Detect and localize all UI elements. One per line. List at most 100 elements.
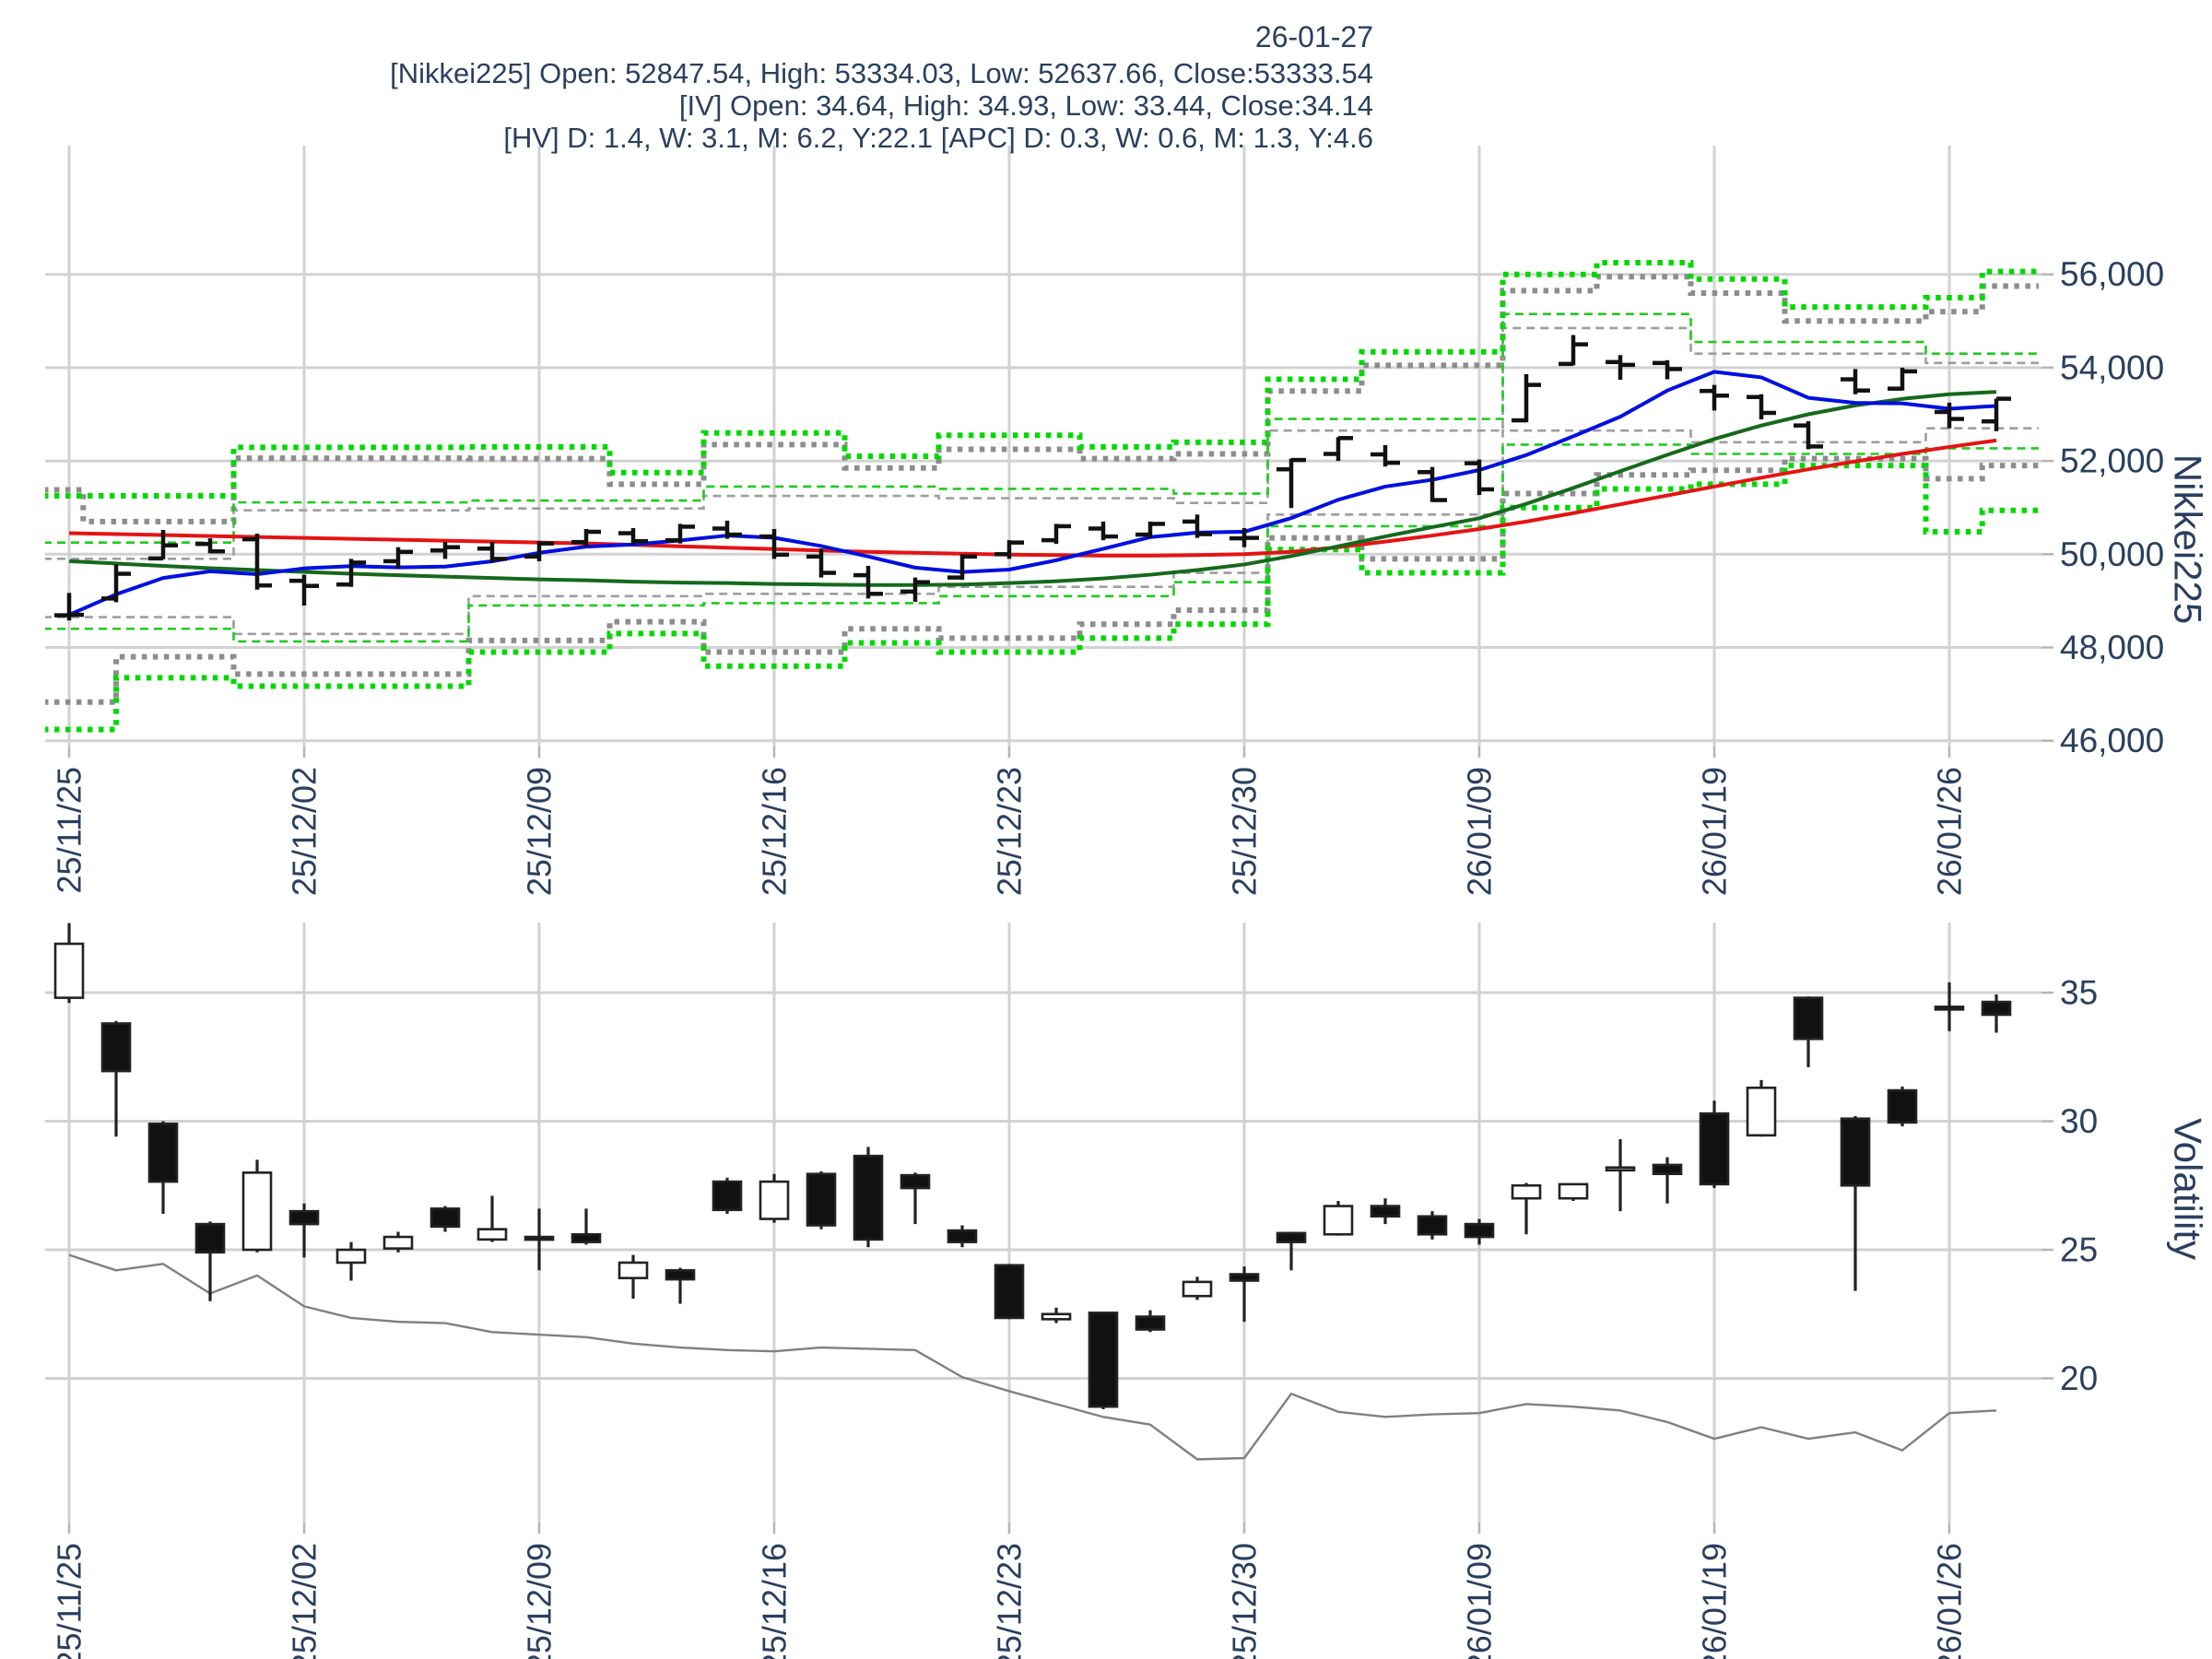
ohlc-bar [54,593,84,621]
iv-candle-down [1088,1311,1119,1409]
iv-candle-up [382,1231,414,1253]
vol-xtick-label: 26/01/26 [1931,1543,1969,1659]
price-xtick-label: 25/12/30 [1226,767,1264,896]
iv-candle-up [1323,1200,1354,1236]
ohlc-bar [1559,335,1588,367]
iv-candles [53,923,2012,1409]
iv-ohlc-readout: [IV] Open: 34.64, High: 34.93, Low: 33.4… [678,89,1373,122]
iv-candle-down [1652,1157,1683,1204]
ohlc-bar [900,577,930,602]
iv-candle-down [853,1147,884,1248]
iv-candle-down [1793,996,1824,1067]
price-axis-title: Nikkei225 [2167,454,2210,624]
price-ytick-label: 54,000 [2060,348,2164,386]
iv-candle-down [712,1177,743,1214]
price-xtick-label: 26/01/26 [1931,767,1969,896]
iv-candle-up [241,1159,273,1253]
price-xtick-label: 25/12/02 [286,767,324,896]
ohlc-bar [1888,367,1917,391]
ohlc-bar [759,528,789,559]
price-ytick-label: 48,000 [2060,629,2164,666]
price-axis: 56,000 54,000 52,000 50,000 48,000 46,000 Nikk… [51,255,2210,896]
vol-xtick-label: 25/12/30 [1226,1543,1264,1659]
iv-candle-up [1605,1139,1636,1212]
iv-candle-up [1041,1307,1072,1324]
ohlc-bar [101,564,131,603]
ohlc-bar [336,559,366,587]
iv-candle-down [900,1172,931,1225]
ohlc-bar [665,524,695,544]
ohlc-bar [1371,444,1400,467]
vol-ytick-label: 35 [2060,974,2098,1012]
ohlc-bar [1277,457,1306,509]
ohlc-bar [477,542,507,563]
iv-candle-down [288,1203,320,1258]
price-xtick-label: 26/01/19 [1696,767,1734,896]
vol-ytick-label: 25 [2060,1231,2098,1269]
iv-candle-down [100,1020,132,1137]
vol-xtick-label: 25/12/16 [756,1543,794,1659]
iv-candle-up [1746,1079,1777,1137]
iv-candle-up [1511,1182,1542,1235]
iv-candle-up [759,1173,790,1223]
ohlc-bar [1982,396,2011,431]
iv-candle-down [524,1208,555,1271]
iv-candle-up [53,923,85,1004]
ohlc-bar [1465,459,1494,496]
iv-candle-up [618,1254,649,1300]
price-ytick-label: 50,000 [2060,535,2164,573]
volatility-panel [45,923,2041,1523]
ohlc-bar [1747,394,1776,420]
ohlc-bar [383,547,413,569]
iv-candle-down [1981,994,2012,1033]
iv-candle-down [947,1225,978,1248]
iv-candle-down [1699,1100,1730,1189]
iv-candle-down [1370,1198,1401,1225]
iv-candle-down [1887,1086,1918,1127]
hv-apc-readout: [HV] D: 1.4, W: 3.1, M: 6.2, Y:22.1 [APC… [503,122,1373,154]
iv-candle-up [477,1195,508,1242]
vol-xtick-label: 26/01/19 [1696,1543,1734,1659]
ohlc-bar [289,574,319,606]
ohlc-bar [1135,521,1165,538]
vol-xtick-label: 25/12/23 [991,1543,1029,1659]
ohlc-bar [1653,359,1682,380]
ohlc-bar [242,534,272,590]
price-xtick-label: 25/12/23 [991,767,1029,896]
price-xtick-label: 25/11/25 [51,767,88,893]
vol-xtick-label: 25/12/02 [286,1543,324,1659]
iv-candle-down [571,1208,602,1245]
ohlc-bar [806,548,836,578]
ohlc-bar [853,565,883,599]
ohlc-bar [947,554,977,581]
price-xtick-label: 26/01/09 [1461,767,1499,896]
iv-candle-down [994,1264,1025,1320]
ohlc-bar [1182,514,1212,538]
price-ytick-label: 52,000 [2060,442,2164,480]
price-xtick-label: 25/12/09 [521,767,559,896]
ohlc-bar [1935,402,1964,429]
ohlc-bar [1794,421,1823,450]
iv-candle-down [1229,1266,1260,1323]
ohlc-bar [1841,369,1870,394]
volatility-axis: 35 30 25 20 Volatility 25/11/25 25/12/02 25/12/… [51,974,2210,1659]
ohlc-bar [1041,524,1071,545]
ma-blue-fast [68,370,1997,617]
nikkei-ohlc-readout: [Nikkei225] Open: 52847.54, High: 53334.… [390,57,1373,89]
current-date-label: 26-01-27 [1254,20,1373,53]
ma-green-mid [68,390,1997,587]
iv-candle-up [1182,1277,1213,1300]
volatility-axis-title: Volatility [2167,1118,2210,1260]
ohlc-bar [524,541,554,561]
ohlc-bar [1230,527,1259,547]
hv-line [68,1253,1997,1461]
iv-candle-down [194,1221,226,1301]
price-ytick-label: 56,000 [2060,255,2164,293]
iv-candle-down [1464,1218,1495,1245]
iv-candle-down [665,1267,696,1304]
price-ytick-label: 46,000 [2060,722,2164,759]
ohlc-bar [148,529,178,561]
ohlc-bar [1418,466,1447,502]
